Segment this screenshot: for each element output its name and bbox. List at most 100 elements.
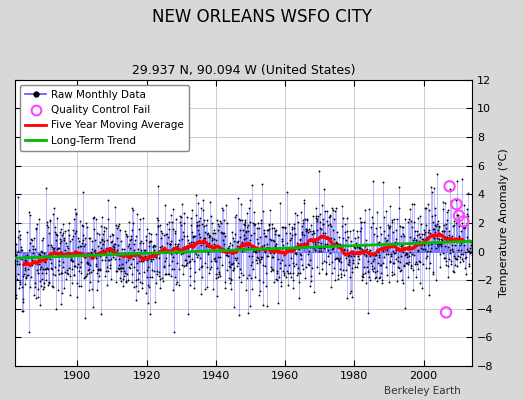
Point	[282, 246, 290, 252]
Point	[452, 178, 461, 184]
Point	[30, 292, 38, 298]
Point	[452, 220, 460, 226]
Point	[418, 240, 427, 247]
Point	[297, 209, 305, 215]
Point	[154, 222, 162, 229]
Point	[190, 285, 199, 291]
Point	[180, 263, 189, 269]
Point	[79, 232, 88, 238]
Point	[347, 253, 355, 259]
Point	[324, 234, 332, 241]
Point	[50, 248, 58, 254]
Point	[243, 210, 251, 216]
Point	[215, 270, 224, 277]
Point	[330, 216, 339, 222]
Point	[424, 206, 433, 213]
Point	[359, 271, 367, 277]
Point	[131, 252, 139, 259]
Point	[42, 270, 50, 276]
Point	[267, 225, 276, 232]
Point	[11, 272, 19, 279]
Point	[376, 269, 385, 276]
Point	[303, 251, 312, 257]
Point	[458, 176, 466, 182]
Point	[217, 220, 225, 226]
Point	[283, 189, 291, 195]
Point	[399, 248, 407, 255]
Point	[414, 215, 422, 221]
Point	[428, 213, 436, 219]
Point	[425, 227, 433, 233]
Point	[157, 235, 165, 241]
Point	[280, 272, 288, 278]
Point	[358, 246, 367, 252]
Point	[309, 228, 318, 234]
Point	[373, 209, 381, 215]
Point	[336, 240, 344, 247]
Point	[159, 278, 168, 284]
Point	[390, 250, 398, 256]
Point	[444, 207, 452, 213]
Point	[89, 303, 97, 310]
Point	[232, 212, 240, 219]
Point	[187, 214, 195, 221]
Point	[369, 265, 378, 272]
Point	[112, 225, 121, 231]
Point	[456, 240, 465, 246]
Point	[70, 216, 78, 222]
Point	[195, 222, 204, 228]
Point	[177, 222, 185, 228]
Point	[57, 300, 66, 307]
Point	[165, 219, 173, 226]
Point	[392, 227, 400, 234]
Point	[13, 258, 21, 264]
Point	[422, 222, 430, 229]
Point	[276, 259, 285, 266]
Point	[52, 246, 61, 252]
Point	[389, 260, 397, 266]
Point	[133, 260, 141, 266]
Point	[213, 227, 222, 234]
Point	[438, 233, 446, 239]
Point	[307, 244, 315, 250]
Point	[94, 266, 102, 273]
Point	[17, 247, 26, 253]
Point	[432, 223, 440, 229]
Point	[253, 225, 261, 231]
Point	[130, 284, 139, 290]
Point	[11, 247, 19, 253]
Point	[151, 231, 160, 238]
Point	[193, 219, 201, 226]
Point	[390, 260, 399, 266]
Point	[345, 274, 354, 280]
Point	[376, 261, 384, 268]
Point	[307, 278, 315, 284]
Point	[20, 267, 29, 274]
Point	[94, 273, 103, 279]
Point	[254, 255, 263, 261]
Point	[407, 218, 416, 224]
Point	[288, 284, 297, 291]
Point	[70, 272, 79, 278]
Point	[359, 274, 367, 280]
Point	[397, 233, 406, 239]
Point	[373, 233, 381, 239]
Point	[347, 238, 356, 244]
Point	[325, 234, 333, 241]
Point	[452, 256, 461, 262]
Point	[259, 208, 267, 214]
Point	[255, 277, 264, 283]
Point	[210, 241, 219, 248]
Point	[431, 229, 440, 236]
Point	[38, 248, 46, 255]
Point	[104, 196, 113, 203]
Point	[136, 249, 145, 255]
Point	[398, 242, 407, 248]
Point	[221, 278, 229, 285]
Point	[348, 269, 356, 275]
Point	[336, 266, 344, 272]
Point	[46, 218, 54, 224]
Point	[189, 234, 198, 240]
Point	[205, 239, 213, 246]
Point	[212, 258, 221, 264]
